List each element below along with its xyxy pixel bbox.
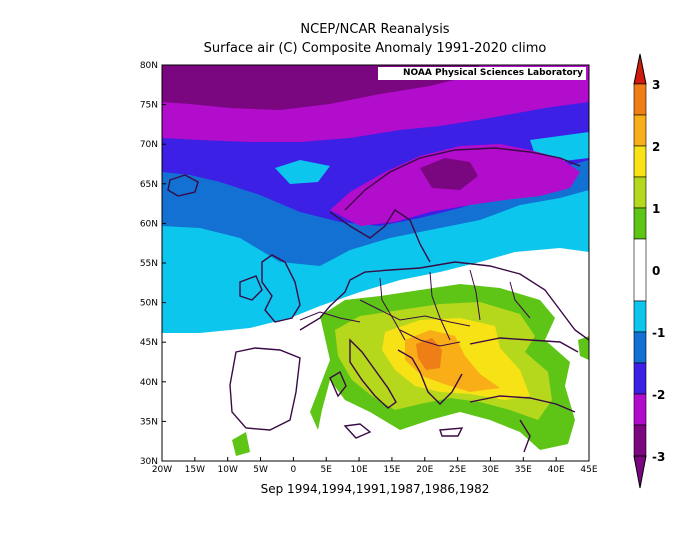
colorbar-label-3: 3 [652,78,660,92]
x-tick-label: 5E [321,465,333,475]
colorbar-swatch-purple [633,424,647,457]
colorbar-swatch-white [633,238,647,302]
noaa-credit-label: NOAA Physical Sciences Laboratory [378,67,586,80]
colorbar-label-2: 2 [652,140,660,154]
colorbar-label-1: 1 [652,202,660,216]
colorbar-swatch-yellow-green [633,176,647,209]
colorbar-top-arrow [633,53,647,85]
colorbar-swatch-yellow [633,145,647,178]
borders [299,269,531,347]
chart-title-line2: Surface air (C) Composite Anomaly 1991-2… [203,41,547,56]
chart-title-line1: NCEP/NCAR Reanalysis [300,22,450,37]
colorbar-swatch-blue [633,331,647,364]
shading-layer [162,65,589,461]
coastlines [167,147,589,453]
cyan-pocket-north [275,160,330,184]
colorbar-swatch-green [633,207,647,240]
y-tick-label: 40N [140,378,158,388]
colorbar-swatch-indigo [633,362,647,395]
purple-scandinavia-core [420,158,478,190]
y-tick-label: 65N [140,180,158,190]
green-anomaly-east [578,336,589,360]
x-tick-label: 25E [449,465,466,475]
x-tick-label: 0 [291,465,297,475]
composite-dates-label: Sep 1994,1994,1991,1987,1986,1982 [260,482,490,496]
y-tick-label: 30N [140,457,158,467]
y-tick-label: 55N [140,259,158,269]
orange-anomaly-region [416,338,442,370]
y-tick-label: 70N [140,140,158,150]
colorbar-swatch-orange [633,83,647,116]
green-anomaly-iberia [232,432,250,456]
x-tick-label: 15E [383,465,400,475]
x-tick-label: 45E [580,465,597,475]
colorbar-bottom-arrow [633,455,647,489]
x-tick-label: 20W [152,465,172,475]
colorbar-swatch-gold [633,114,647,147]
x-tick-label: 20E [416,465,433,475]
x-tick-label: 5W [253,465,268,475]
x-tick-label: 40E [548,465,565,475]
y-axis-ticks: 30N 35N 40N 45N 50N 55N 60N 65N 70N 75N 80N [140,61,166,467]
colorbar-label-minus2: -2 [652,388,665,402]
y-tick-label: 75N [140,101,158,111]
x-tick-label: 10E [351,465,368,475]
y-tick-label: 80N [140,61,158,71]
colorbar-label-0: 0 [652,264,660,278]
x-tick-label: 35E [515,465,532,475]
x-tick-label: 30E [482,465,499,475]
y-tick-label: 50N [140,299,158,309]
colorbar-swatch-magenta [633,393,647,426]
x-axis-ticks: 20W 15W 10W 5W 0 5E 10E 15E 20E 25E 30E 35E 40E 45E [152,457,598,475]
y-tick-label: 35N [140,417,158,427]
colorbar-label-minus3: -3 [652,450,665,464]
colorbar-label-minus1: -1 [652,326,665,340]
y-tick-label: 45N [140,338,158,348]
x-tick-label: 15W [185,465,205,475]
y-tick-label: 60N [140,219,158,229]
colorbar: 3 2 1 0 -1 -2 -3 [633,53,665,489]
x-tick-label: 10W [218,465,238,475]
colorbar-swatch-cyan [633,300,647,333]
